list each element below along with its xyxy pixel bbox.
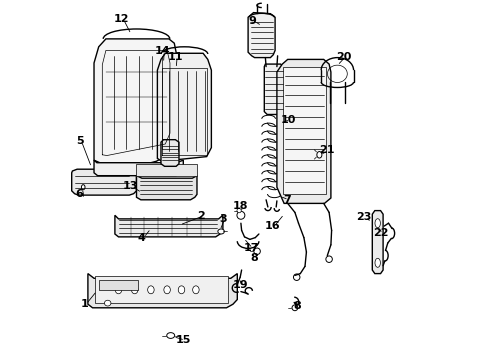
Text: 1: 1 (80, 299, 88, 309)
Text: 7: 7 (283, 195, 290, 205)
Ellipse shape (81, 185, 85, 190)
Text: 5: 5 (76, 136, 83, 146)
Text: 21: 21 (319, 145, 334, 156)
Text: 10: 10 (280, 114, 296, 125)
Ellipse shape (325, 256, 332, 262)
Ellipse shape (192, 286, 199, 294)
Ellipse shape (104, 300, 111, 306)
Ellipse shape (115, 286, 122, 294)
Polygon shape (161, 140, 179, 166)
Text: 8: 8 (250, 253, 258, 264)
Ellipse shape (316, 152, 321, 158)
Text: 14: 14 (154, 46, 170, 56)
Text: 11: 11 (167, 52, 183, 62)
Text: 19: 19 (232, 280, 247, 291)
Bar (283, 67, 325, 194)
Text: 4: 4 (138, 233, 145, 243)
Polygon shape (88, 274, 237, 308)
Ellipse shape (237, 211, 244, 219)
Ellipse shape (293, 274, 299, 280)
Text: 2: 2 (197, 211, 205, 221)
Polygon shape (264, 64, 284, 114)
Bar (95, 276, 228, 303)
Text: 20: 20 (335, 52, 350, 62)
Text: 15: 15 (175, 335, 191, 345)
Ellipse shape (374, 258, 380, 267)
Ellipse shape (253, 248, 260, 255)
Text: 22: 22 (373, 228, 388, 238)
Ellipse shape (291, 305, 297, 311)
Text: 9: 9 (248, 16, 256, 26)
Polygon shape (94, 160, 183, 176)
Ellipse shape (178, 286, 184, 294)
Text: 12: 12 (113, 14, 129, 24)
Text: 16: 16 (264, 221, 280, 231)
Polygon shape (115, 215, 223, 237)
Ellipse shape (131, 286, 138, 294)
Text: 13: 13 (122, 181, 138, 192)
Polygon shape (136, 164, 197, 176)
Polygon shape (276, 59, 330, 203)
Text: 17: 17 (243, 243, 258, 253)
Polygon shape (72, 169, 136, 195)
Polygon shape (94, 39, 176, 163)
Text: 3: 3 (219, 214, 226, 224)
Ellipse shape (166, 333, 174, 338)
Polygon shape (157, 53, 211, 161)
Polygon shape (371, 211, 382, 274)
Text: 8: 8 (293, 301, 301, 311)
Polygon shape (136, 176, 197, 200)
Ellipse shape (147, 286, 154, 294)
Polygon shape (247, 13, 275, 58)
Ellipse shape (163, 286, 170, 294)
Text: 18: 18 (232, 201, 247, 211)
Text: 23: 23 (356, 212, 371, 222)
Ellipse shape (237, 208, 241, 213)
Ellipse shape (374, 219, 380, 228)
Ellipse shape (218, 229, 224, 234)
Text: 6: 6 (76, 189, 83, 199)
Bar (99, 280, 138, 290)
